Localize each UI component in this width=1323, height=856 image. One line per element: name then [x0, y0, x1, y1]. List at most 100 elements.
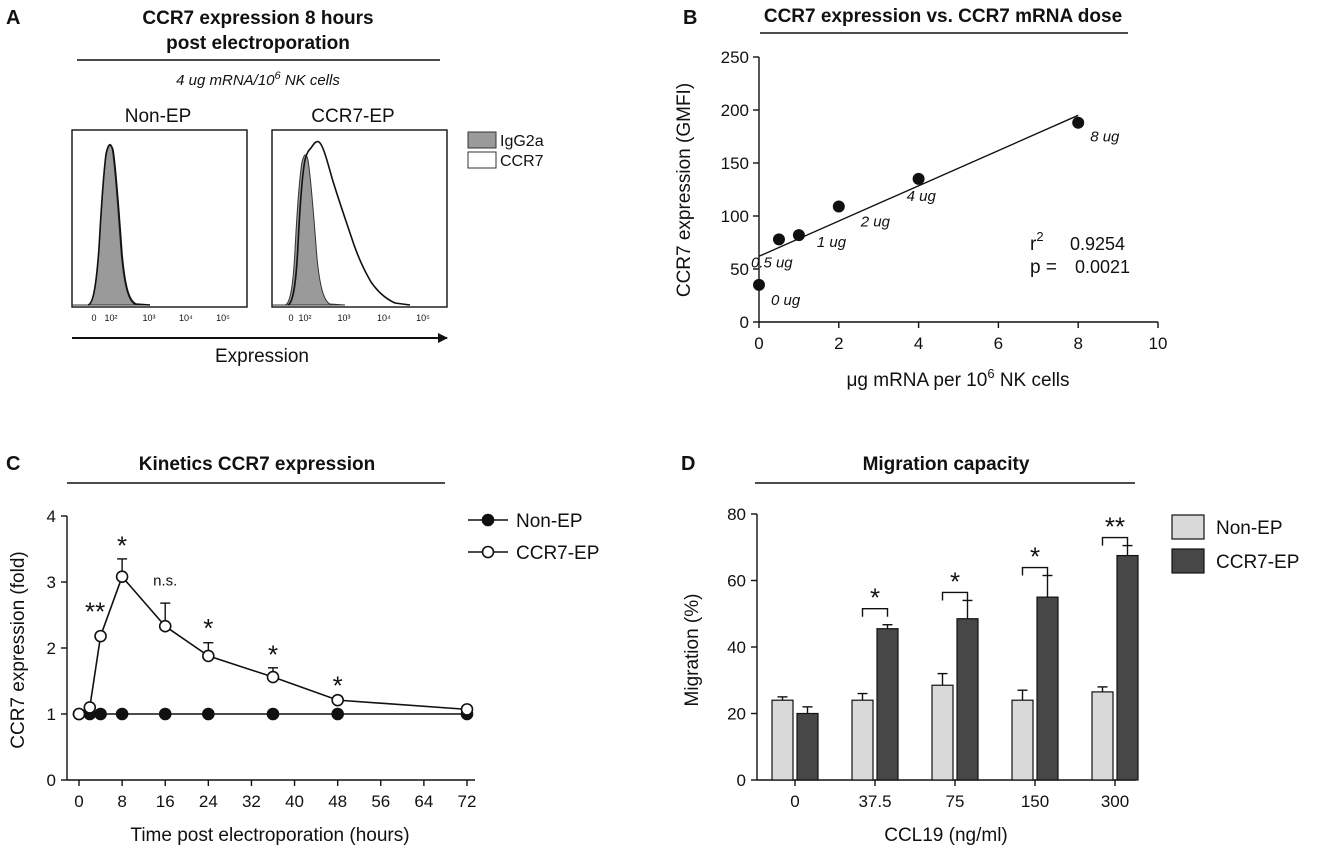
regression-line [758, 114, 1079, 257]
r2-label: r [1030, 234, 1037, 255]
significance-marker: * [333, 670, 343, 700]
significance-bracket [1021, 566, 1049, 576]
bar-non-ep [1091, 691, 1114, 781]
panel-b-y-tick-label: 50 [730, 260, 749, 279]
panel-c-y-tick-label: 1 [47, 705, 56, 724]
histogram-left-tick-label: 10³ [142, 313, 155, 323]
histogram-left-tick-label: 10⁵ [216, 313, 230, 323]
panel-d-x-tick-label: 37.5 [858, 792, 891, 811]
significance-marker: ** [1105, 512, 1125, 542]
p-label: p = [1030, 257, 1057, 278]
panel-c-y-tick-label: 3 [47, 573, 56, 592]
data-point [912, 172, 925, 185]
data-point [772, 233, 785, 246]
legend-marker-ccr7-ep [481, 545, 495, 559]
data-point [753, 278, 765, 291]
panel-c-x-tick-label: 16 [156, 792, 175, 811]
significance-marker: * [268, 639, 278, 669]
panel-b-x-tick-label: 8 [1073, 334, 1082, 353]
legend-swatch-non-ep [1171, 514, 1205, 540]
histogram-left-tick-label: 0 [91, 313, 96, 323]
panel-b-x-tick-label: 2 [834, 334, 843, 353]
panel-c-x-tick-label: 0 [74, 792, 83, 811]
data-point-non-ep [266, 707, 280, 721]
legend-marker-non-ep [481, 513, 495, 527]
significance-marker: * [117, 530, 127, 560]
legend-label-non-ep: Non-EP [1216, 518, 1283, 539]
panel-d-y-tick-label: 60 [727, 572, 746, 591]
significance-bracket [861, 608, 889, 617]
panel-c-legend: Non-EP CCR7-EP [468, 511, 599, 564]
histogram-left-tick-label: 10⁴ [179, 313, 193, 323]
panel-a-subtitle-tail: NK cells [281, 72, 341, 89]
panel-d-legend: Non-EP CCR7-EP [1171, 514, 1299, 574]
legend-ccr7-label: CCR7 [500, 153, 544, 170]
histogram-right-tick-label: 10⁴ [377, 313, 391, 323]
data-point-ccr7-ep [72, 707, 86, 721]
panel-c-x-tick-label: 72 [458, 792, 477, 811]
data-point-non-ep [158, 707, 172, 721]
panel-b-xlabel-tail: NK cells [995, 370, 1070, 391]
panel-c-x-tick-label: 24 [199, 792, 218, 811]
panel-b-xlabel: μg mRNA per 106 NK cells [846, 366, 1069, 391]
significance-marker: n.s. [153, 572, 177, 589]
bar-non-ep [1011, 699, 1034, 781]
bar-ccr7-ep [1116, 554, 1139, 781]
panel-b-letter: B [683, 7, 697, 29]
histogram-left-ticks: 0 10² 10³ 10⁴ 10⁵ [91, 313, 230, 323]
panel-b-ylabel: CCR7 expression (GMFI) [674, 83, 695, 297]
panel-b-x-tick-label: 10 [1149, 334, 1168, 353]
histogram-right-tick-label: 10⁵ [416, 313, 430, 323]
data-point-ccr7-ep [460, 703, 474, 716]
r2-value: 0.9254 [1070, 234, 1125, 254]
panel-a-subtitle-main: 4 ug mRNA/10 [176, 72, 275, 89]
significance-bracket [1101, 536, 1129, 546]
panel-a-subtitle-sup: 6 [275, 70, 282, 82]
significance-marker: * [203, 613, 213, 643]
data-point-ccr7-ep [94, 629, 107, 643]
legend-label-non-ep: Non-EP [516, 511, 583, 532]
panel-a: A CCR7 expression 8 hours post electropo… [6, 7, 544, 367]
p-value: 0.0021 [1075, 257, 1130, 277]
data-point [792, 229, 805, 242]
significance-marker: ** [85, 596, 105, 626]
panel-b-xlabel-sup: 6 [987, 366, 994, 381]
data-point-ccr7-ep [158, 619, 172, 633]
legend-igg2a-label: IgG2a [500, 133, 544, 150]
data-point-ccr7-ep [266, 670, 280, 684]
histogram-right-ccr7-curve [287, 140, 411, 306]
histogram-right-tick-label: 10² [298, 313, 311, 323]
panel-b-y-tick-label: 0 [740, 313, 749, 332]
panel-b-xlabel-main: μg mRNA per 10 [846, 370, 987, 391]
panel-d-ylabel: Migration (%) [682, 594, 703, 707]
panel-c-y-tick-label: 0 [47, 771, 56, 790]
panel-c-y-tick-label: 2 [47, 639, 56, 658]
panel-d-x-tick-label: 150 [1021, 792, 1049, 811]
bar-ccr7-ep [796, 712, 819, 781]
histogram-right-label: CCR7-EP [311, 106, 394, 127]
legend-label-ccr7-ep: CCR7-EP [1216, 552, 1299, 573]
data-point-label: 2 ug [860, 213, 891, 230]
panel-c-x-tick-label: 40 [285, 792, 304, 811]
panel-a-letter: A [6, 7, 20, 29]
data-point-label: 0 ug [771, 292, 801, 309]
data-point-label: 1 ug [817, 234, 847, 251]
panel-d-plot: 0 20 40 60 80 0 37.5 * 75 * 150 * 300 ** [727, 505, 1139, 811]
panel-c-x-tick-label: 8 [117, 792, 126, 811]
legend-ccr7-swatch [467, 151, 497, 169]
data-point-label: 4 ug [907, 188, 937, 205]
panel-d-letter: D [681, 453, 695, 475]
panel-c-xlabel: Time post electroporation (hours) [130, 825, 409, 846]
r2-annotation: r2 [1030, 229, 1044, 255]
bar-ccr7-ep [1036, 596, 1059, 781]
legend-label-ccr7-ep: CCR7-EP [516, 543, 599, 564]
histogram-right-ticks: 0 10² 10³ 10⁴ 10⁵ [288, 313, 430, 323]
panel-d-title: Migration capacity [863, 454, 1030, 475]
panel-c-x-tick-label: 48 [328, 792, 347, 811]
histogram-left-tick-label: 10² [104, 313, 117, 323]
bar-non-ep [851, 699, 874, 781]
panel-b-x-tick-label: 6 [994, 334, 1003, 353]
significance-marker: * [870, 583, 880, 613]
data-point-non-ep [202, 707, 215, 721]
histogram-right-tick-label: 0 [288, 313, 293, 323]
